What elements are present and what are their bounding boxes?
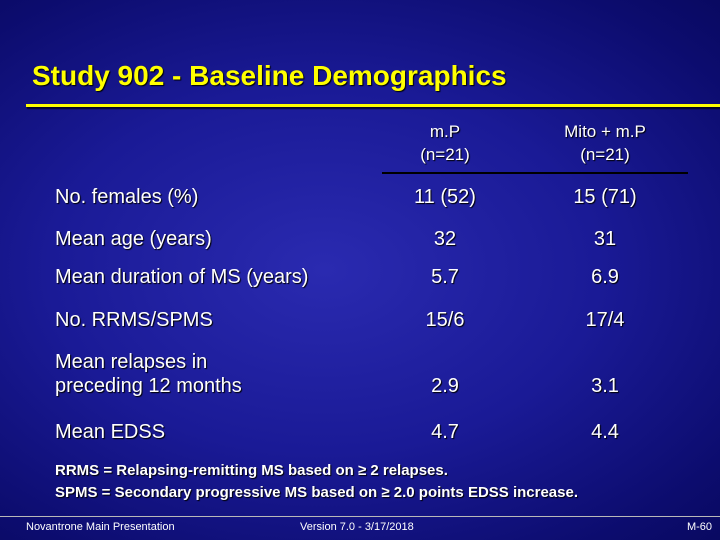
row-value-age-mp: 32 <box>375 227 515 251</box>
row-value-relapses-mp: 2.9 <box>375 374 515 398</box>
row-value-females-mito-mp: 15 (71) <box>535 185 675 209</box>
row-value-rrms-spms-mito-mp: 17/4 <box>535 308 675 332</box>
header-divider <box>382 172 688 174</box>
row-value-rrms-spms-mp: 15/6 <box>375 308 515 332</box>
footnote-spms: SPMS = Secondary progressive MS based on… <box>55 484 578 501</box>
row-value-duration-mito-mp: 6.9 <box>535 265 675 289</box>
column-header-mp-name: m.P <box>375 120 515 143</box>
row-value-duration-mp: 5.7 <box>375 265 515 289</box>
row-value-age-mito-mp: 31 <box>535 227 675 251</box>
footer-divider <box>0 516 720 517</box>
row-value-females-mp: 11 (52) <box>375 185 515 209</box>
footnote-rrms: RRMS = Relapsing-remitting MS based on ≥… <box>55 462 448 479</box>
row-label-age: Mean age (years) <box>55 227 212 251</box>
row-label-rrms-spms: No. RRMS/SPMS <box>55 308 213 332</box>
column-header-mp: m.P (n=21) <box>375 120 515 166</box>
column-header-mito-mp-name: Mito + m.P <box>535 120 675 143</box>
row-value-edss-mp: 4.7 <box>375 420 515 444</box>
slide-title: Study 902 - Baseline Demographics <box>32 60 507 92</box>
row-label-edss: Mean EDSS <box>55 420 165 444</box>
row-label-duration: Mean duration of MS (years) <box>55 265 308 289</box>
column-header-mito-mp-n: (n=21) <box>535 143 675 166</box>
row-value-relapses-mito-mp: 3.1 <box>535 374 675 398</box>
row-label-relapses: Mean relapses in preceding 12 months <box>55 350 242 398</box>
column-header-mp-n: (n=21) <box>375 143 515 166</box>
footer-presentation-name: Novantrone Main Presentation <box>26 521 175 533</box>
footer-slide-number: M-60 <box>687 521 712 533</box>
row-label-relapses-line1: Mean relapses in <box>55 350 242 374</box>
footer-version: Version 7.0 - 3/17/2018 <box>300 521 414 533</box>
row-label-relapses-line2: preceding 12 months <box>55 374 242 398</box>
row-label-females: No. females (%) <box>55 185 198 209</box>
title-underline <box>26 104 720 107</box>
column-header-mito-mp: Mito + m.P (n=21) <box>535 120 675 166</box>
row-value-edss-mito-mp: 4.4 <box>535 420 675 444</box>
